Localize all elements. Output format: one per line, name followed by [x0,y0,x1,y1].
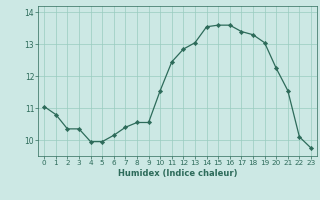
X-axis label: Humidex (Indice chaleur): Humidex (Indice chaleur) [118,169,237,178]
